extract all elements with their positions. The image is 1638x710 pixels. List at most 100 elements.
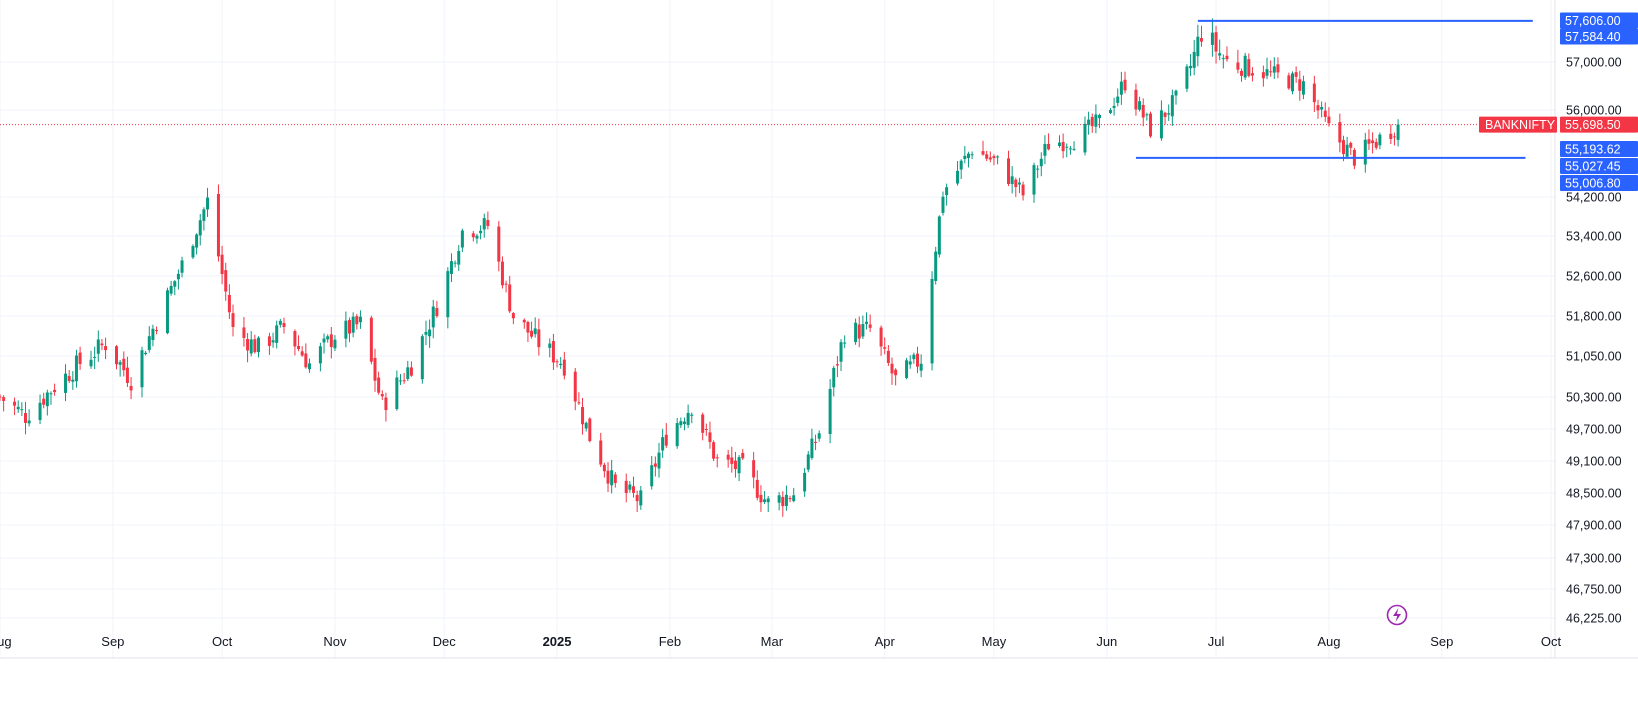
candle[interactable] <box>358 310 362 329</box>
candle[interactable] <box>854 318 858 345</box>
price-axis-ticks[interactable]: 57,000.00 56,000.00 54,200.00 53,400.00 52,6… <box>1566 56 1622 626</box>
candle[interactable] <box>271 332 275 348</box>
candle[interactable] <box>0 394 2 401</box>
candle[interactable] <box>588 417 592 443</box>
candle[interactable] <box>1087 111 1091 135</box>
candle[interactable] <box>406 360 410 382</box>
candle[interactable] <box>741 449 745 460</box>
candle[interactable] <box>431 299 435 339</box>
candle[interactable] <box>912 352 916 364</box>
candle[interactable] <box>402 372 406 384</box>
candle[interactable] <box>253 334 257 354</box>
candle[interactable] <box>115 345 119 370</box>
candle[interactable] <box>610 459 614 494</box>
candle[interactable] <box>93 346 97 370</box>
candle[interactable] <box>584 421 588 432</box>
candle[interactable] <box>777 492 781 511</box>
candle[interactable] <box>879 325 883 356</box>
candle[interactable] <box>1123 71 1127 94</box>
candle[interactable] <box>206 187 210 217</box>
candle[interactable] <box>865 312 869 330</box>
candle[interactable] <box>941 191 945 216</box>
candle[interactable] <box>635 490 639 513</box>
candle[interactable] <box>231 304 235 337</box>
candle[interactable] <box>169 280 173 296</box>
candle[interactable] <box>632 476 636 498</box>
candle[interactable] <box>555 359 559 368</box>
candle[interactable] <box>817 430 821 442</box>
candle[interactable] <box>1396 119 1400 147</box>
candle[interactable] <box>562 351 566 380</box>
candle[interactable] <box>224 262 228 301</box>
candle[interactable] <box>1327 107 1331 127</box>
candle[interactable] <box>1291 71 1294 95</box>
candle[interactable] <box>1389 124 1393 145</box>
candle[interactable] <box>151 324 155 347</box>
candle[interactable] <box>599 432 603 467</box>
candle[interactable] <box>257 336 260 358</box>
candle[interactable] <box>1196 24 1200 67</box>
candle[interactable] <box>537 318 541 356</box>
candle[interactable] <box>701 412 705 441</box>
candle[interactable] <box>1269 60 1273 77</box>
candle[interactable] <box>74 349 78 388</box>
candle[interactable] <box>733 451 737 478</box>
candle[interactable] <box>1159 100 1163 141</box>
lightning-icon-ring[interactable] <box>1386 604 1408 626</box>
candle[interactable] <box>766 495 770 513</box>
candle[interactable] <box>380 390 384 400</box>
candle[interactable] <box>526 320 530 342</box>
candle[interactable] <box>369 315 373 365</box>
candle[interactable] <box>267 332 271 355</box>
candle[interactable] <box>1312 75 1316 113</box>
candle[interactable] <box>304 343 308 369</box>
candle[interactable] <box>704 423 708 436</box>
candle[interactable] <box>1261 65 1265 87</box>
candle[interactable] <box>20 402 24 416</box>
candle[interactable] <box>1236 49 1240 74</box>
candle[interactable] <box>522 318 526 329</box>
candle[interactable] <box>180 256 184 278</box>
candle[interactable] <box>129 377 133 400</box>
candle[interactable] <box>1149 111 1153 138</box>
candle[interactable] <box>806 451 810 473</box>
candle[interactable] <box>460 228 464 253</box>
candle[interactable] <box>613 471 617 488</box>
lightning-icon[interactable] <box>1393 608 1401 622</box>
candle[interactable] <box>1363 132 1367 173</box>
candle[interactable] <box>551 333 555 370</box>
candle[interactable] <box>398 374 402 385</box>
candle[interactable] <box>45 389 49 416</box>
candle[interactable] <box>1218 39 1222 61</box>
candle[interactable] <box>1108 108 1112 115</box>
candle[interactable] <box>125 356 129 387</box>
candle[interactable] <box>322 333 326 354</box>
candle[interactable] <box>424 320 428 346</box>
candle[interactable] <box>1367 129 1371 150</box>
candle[interactable] <box>945 183 949 206</box>
candle[interactable] <box>409 361 413 377</box>
candle[interactable] <box>1189 54 1193 77</box>
candle[interactable] <box>104 337 108 360</box>
candle[interactable] <box>661 428 665 458</box>
candle[interactable] <box>1112 97 1116 116</box>
candle[interactable] <box>788 495 792 503</box>
candle[interactable] <box>333 335 337 352</box>
candle[interactable] <box>890 357 894 385</box>
candle[interactable] <box>13 397 17 416</box>
candle[interactable] <box>628 480 632 493</box>
candle[interactable] <box>1392 132 1396 146</box>
candle[interactable] <box>573 367 577 411</box>
candle[interactable] <box>1199 25 1203 47</box>
candle[interactable] <box>1320 101 1324 118</box>
candle[interactable] <box>453 260 457 268</box>
candle[interactable] <box>67 370 71 384</box>
candle[interactable] <box>1316 99 1320 119</box>
candle[interactable] <box>1192 39 1196 76</box>
candle[interactable] <box>471 230 475 242</box>
candle[interactable] <box>457 245 461 271</box>
candle[interactable] <box>737 455 741 482</box>
candle[interactable] <box>326 334 330 343</box>
candle[interactable] <box>1010 166 1014 194</box>
candle[interactable] <box>1036 165 1040 179</box>
